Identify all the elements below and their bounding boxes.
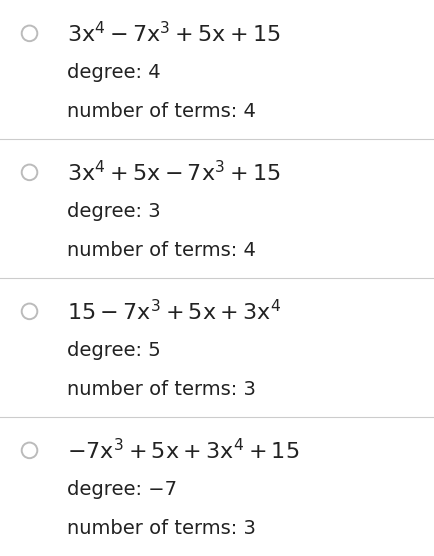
- Text: number of terms: 3: number of terms: 3: [67, 380, 256, 399]
- Text: number of terms: 4: number of terms: 4: [67, 102, 256, 121]
- Text: $\mathregular{-7x^3 + 5x + 3x^4 + 15}$: $\mathregular{-7x^3 + 5x + 3x^4 + 15}$: [67, 438, 299, 463]
- Text: degree: −7: degree: −7: [67, 480, 177, 499]
- Text: $\mathregular{3x^4 - 7x^3 + 5x + 15}$: $\mathregular{3x^4 - 7x^3 + 5x + 15}$: [67, 21, 281, 46]
- Text: degree: 4: degree: 4: [67, 63, 161, 82]
- Text: $\mathregular{15 - 7x^3 + 5x + 3x^4}$: $\mathregular{15 - 7x^3 + 5x + 3x^4}$: [67, 299, 281, 324]
- Text: degree: 5: degree: 5: [67, 341, 161, 360]
- Text: number of terms: 4: number of terms: 4: [67, 241, 256, 260]
- Text: number of terms: 3: number of terms: 3: [67, 519, 256, 538]
- Text: $\mathregular{3x^4 + 5x - 7x^3 + 15}$: $\mathregular{3x^4 + 5x - 7x^3 + 15}$: [67, 160, 281, 185]
- Text: degree: 3: degree: 3: [67, 202, 161, 221]
